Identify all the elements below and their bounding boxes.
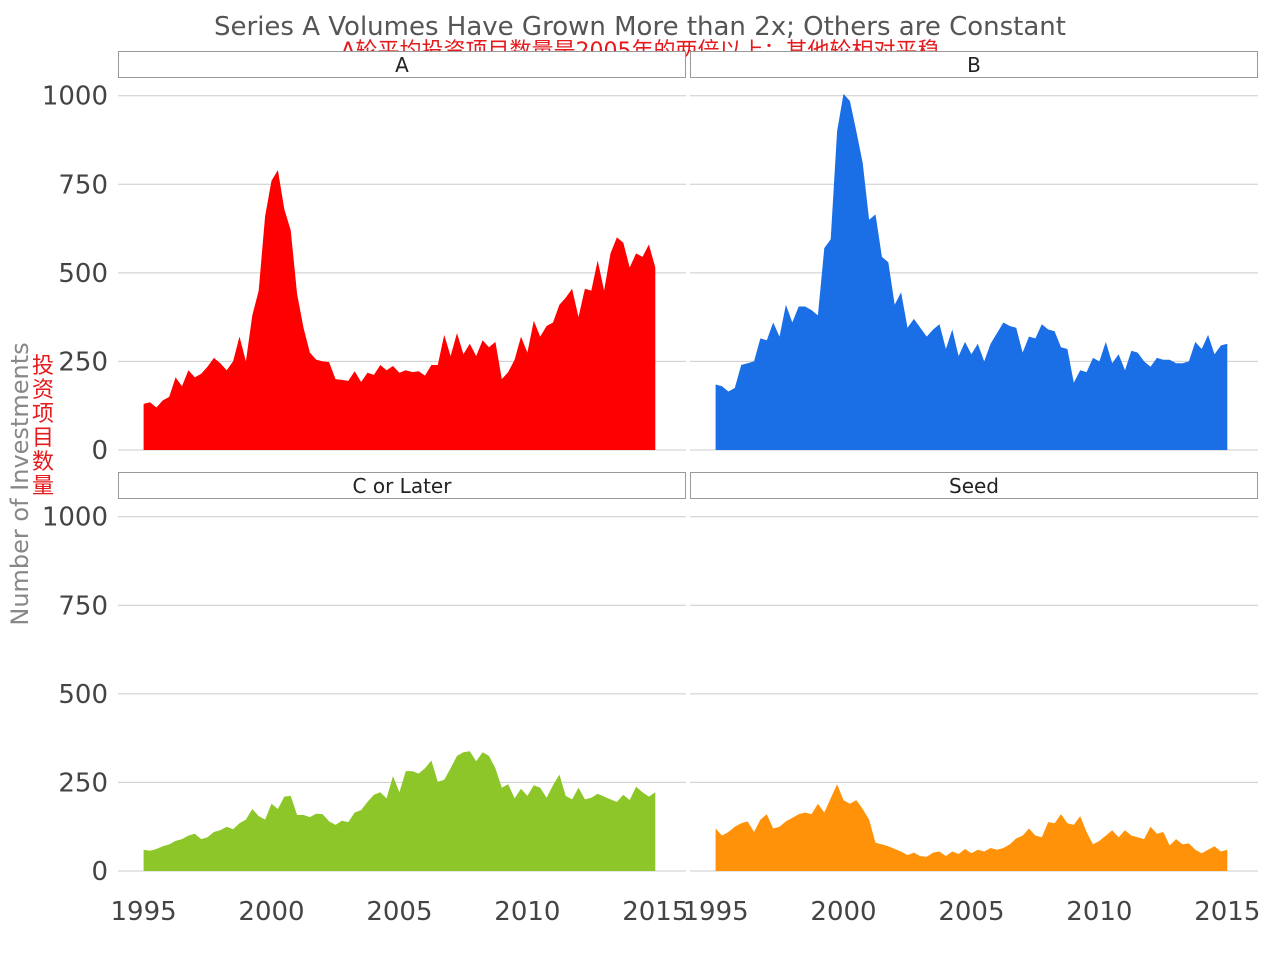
facet-label: B — [967, 53, 981, 77]
facet-label: C or Later — [353, 474, 453, 498]
x-tick-label: 2015 — [622, 897, 688, 927]
area-series-b — [715, 93, 1228, 451]
x-tick-label: 2015 — [1194, 897, 1260, 927]
x-tick-label: 1995 — [110, 897, 176, 927]
y-tick-label: 0 — [91, 436, 108, 466]
x-tick-label: 2000 — [810, 897, 876, 927]
y-tick-label: 500 — [58, 259, 108, 289]
area-series-c-or-later — [143, 751, 656, 871]
y-tick-label: 250 — [58, 768, 108, 798]
chart-title: Series A Volumes Have Grown More than 2x… — [214, 12, 1066, 42]
facet-strip — [118, 51, 686, 78]
facet-strip — [690, 51, 1258, 78]
x-tick-label: 2005 — [366, 897, 432, 927]
area-series-a — [143, 170, 656, 450]
y-tick-label: 750 — [58, 591, 108, 621]
y-axis-label-zh: 投资项目数量 — [31, 354, 54, 499]
x-tick-label: 2010 — [494, 897, 560, 927]
y-tick-label: 1000 — [42, 82, 108, 112]
facet-label: Seed — [949, 474, 999, 498]
y-tick-label: 500 — [58, 680, 108, 710]
y-tick-label: 0 — [91, 857, 108, 887]
facet-strip — [690, 472, 1258, 499]
x-tick-label: 2010 — [1066, 897, 1132, 927]
x-tick-label: 2000 — [238, 897, 304, 927]
area-series-seed — [715, 784, 1228, 871]
y-tick-label: 750 — [58, 170, 108, 200]
x-tick-label: 2005 — [938, 897, 1004, 927]
x-tick-label: 1995 — [682, 897, 748, 927]
y-tick-label: 250 — [58, 347, 108, 377]
y-tick-label: 1000 — [42, 503, 108, 533]
facet-strip — [118, 472, 686, 499]
facet-label: A — [395, 53, 409, 77]
